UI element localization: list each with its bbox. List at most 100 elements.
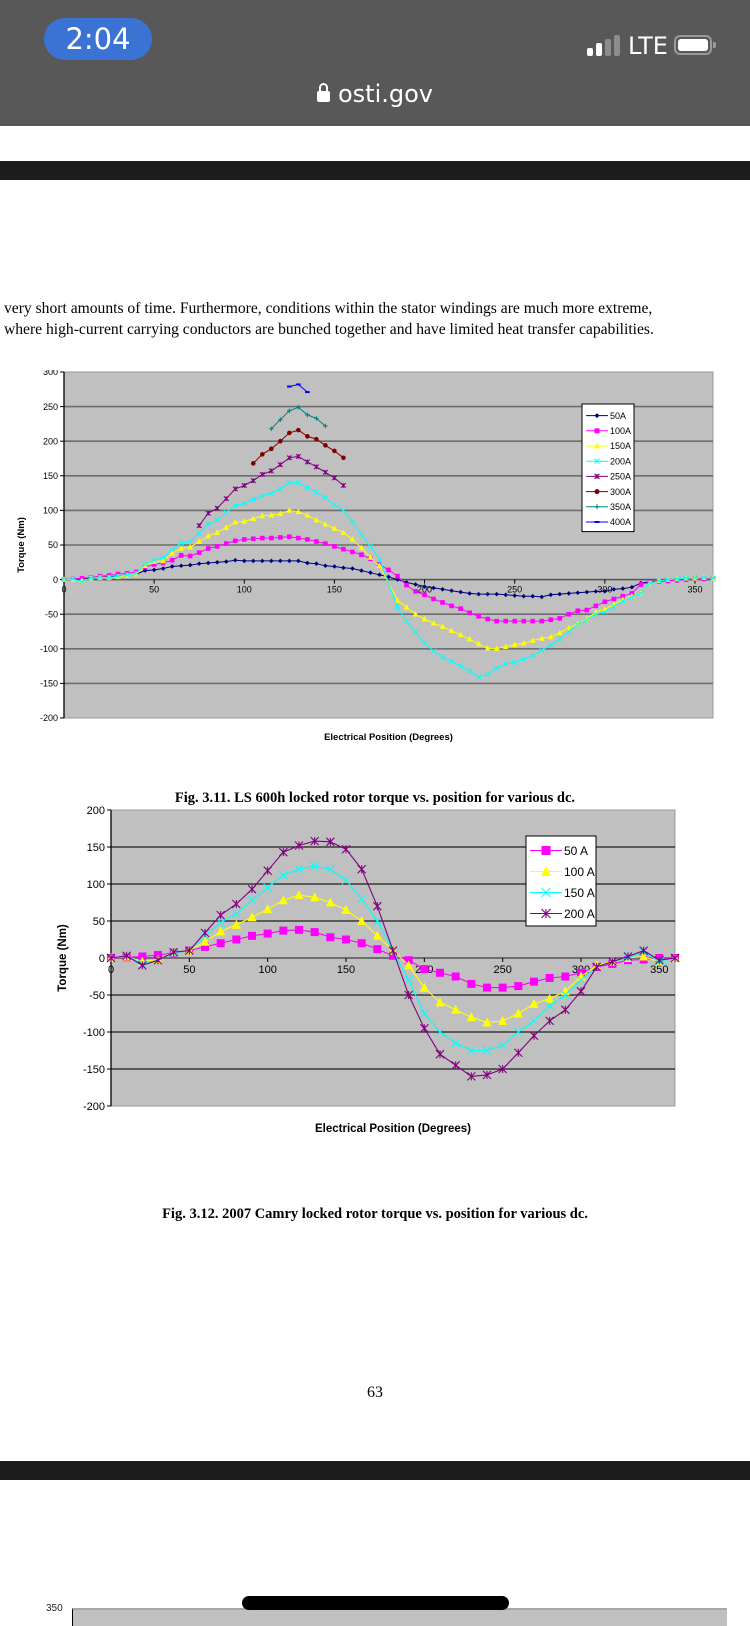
data-point	[547, 633, 554, 640]
data-point	[439, 623, 446, 629]
legend-label: 400A	[610, 517, 631, 527]
x-tick-label: 250	[493, 964, 511, 976]
data-point	[457, 631, 464, 638]
data-point	[294, 864, 304, 874]
data-point	[421, 615, 428, 622]
data-point	[341, 844, 351, 854]
data-point	[458, 606, 463, 611]
data-point	[322, 520, 329, 527]
data-point	[260, 535, 265, 541]
data-point	[560, 1005, 570, 1015]
data-point	[529, 1016, 539, 1026]
next-page-tick-label: 350	[46, 1603, 63, 1614]
network-type: LTE	[628, 32, 668, 60]
data-point	[341, 565, 346, 571]
data-point	[294, 841, 304, 850]
data-point	[389, 951, 397, 960]
data-point	[386, 567, 391, 573]
data-point	[196, 530, 202, 536]
data-point	[593, 603, 599, 609]
paragraph-line: where high-current carrying conductors a…	[4, 321, 654, 338]
data-point	[241, 537, 247, 542]
data-point	[435, 1027, 445, 1037]
data-point	[576, 986, 586, 996]
data-point	[304, 484, 311, 491]
status-time[interactable]: 2:04	[44, 18, 152, 60]
data-point	[358, 544, 365, 551]
data-point	[187, 553, 193, 559]
data-point	[205, 560, 211, 566]
data-point	[241, 558, 247, 564]
data-point	[656, 578, 662, 584]
data-point	[332, 544, 337, 549]
data-point	[314, 436, 319, 442]
data-point	[403, 603, 410, 610]
y-tick-label: 50	[93, 916, 105, 928]
address-bar[interactable]: osti.gov	[0, 80, 750, 108]
data-point	[584, 607, 590, 613]
data-point	[584, 589, 590, 595]
legend-label: 150 A	[564, 886, 595, 900]
data-point	[269, 446, 274, 452]
home-indicator[interactable]	[242, 1596, 509, 1610]
data-point	[322, 495, 329, 501]
legend-label: 50 A	[564, 844, 588, 858]
paragraph-line: very short amounts of time. Furthermore,…	[4, 300, 653, 317]
data-point	[560, 990, 570, 1000]
data-point	[539, 647, 545, 653]
data-point	[674, 576, 680, 582]
data-point	[142, 562, 148, 569]
figure-3-12-chart: 200150100500-50-100-150-2000501001502002…	[57, 805, 680, 1135]
data-point	[476, 613, 481, 619]
data-point	[710, 575, 716, 581]
y-tick-label: -150	[83, 1064, 105, 1076]
data-point	[594, 413, 600, 419]
data-point	[475, 640, 482, 647]
data-point	[214, 544, 220, 549]
data-point	[449, 603, 454, 609]
legend-label: 50A	[610, 411, 626, 421]
data-point	[214, 560, 220, 565]
data-point	[200, 936, 210, 946]
data-point	[513, 1048, 523, 1058]
data-point	[187, 538, 193, 545]
data-point	[638, 590, 644, 597]
data-point	[548, 592, 554, 598]
legend-label: 350A	[610, 502, 631, 512]
data-point	[395, 577, 400, 582]
data-point	[286, 455, 293, 461]
data-point	[205, 510, 211, 516]
data-point	[511, 641, 518, 647]
data-point	[431, 585, 436, 591]
data-point	[594, 489, 600, 495]
x-tick-label: 50	[183, 964, 195, 976]
data-point	[263, 904, 273, 914]
data-point	[376, 556, 383, 562]
data-point	[232, 486, 238, 492]
data-point	[305, 391, 310, 394]
data-point	[575, 621, 581, 628]
data-point	[602, 589, 608, 594]
data-point	[323, 541, 328, 546]
data-point	[223, 559, 229, 564]
data-point	[88, 575, 94, 581]
data-point	[485, 591, 490, 597]
data-point	[278, 438, 283, 444]
data-point	[250, 477, 256, 484]
data-point	[287, 408, 292, 414]
data-point	[295, 480, 302, 486]
data-point	[395, 573, 400, 579]
data-point	[268, 511, 275, 518]
data-point	[260, 558, 265, 564]
data-point	[269, 535, 274, 541]
data-point	[310, 836, 320, 846]
data-point	[358, 531, 365, 538]
data-point	[430, 619, 437, 626]
x-tick-label: 50	[149, 585, 159, 595]
data-point	[467, 610, 472, 616]
data-point	[232, 502, 238, 509]
data-point	[611, 596, 617, 602]
data-point	[296, 535, 301, 541]
data-point	[332, 564, 337, 569]
battery-icon	[674, 35, 716, 55]
